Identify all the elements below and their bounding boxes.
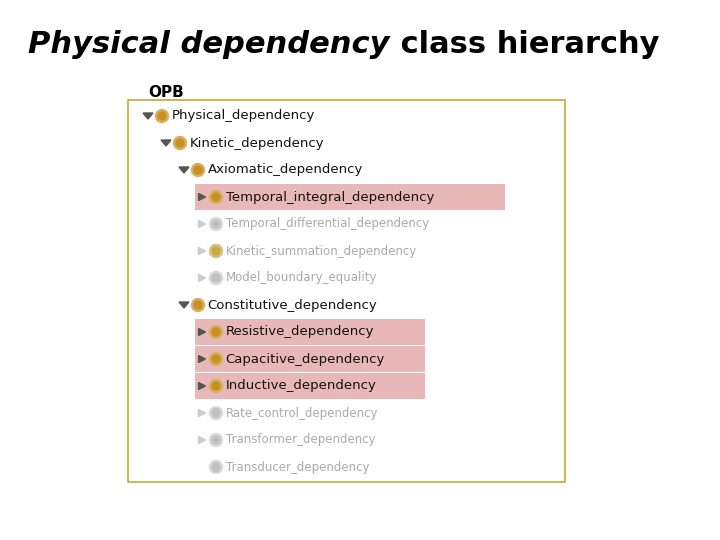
Polygon shape — [199, 274, 205, 281]
Circle shape — [212, 355, 220, 363]
Circle shape — [210, 353, 222, 366]
Circle shape — [212, 274, 220, 282]
Text: Temporal_integral_dependency: Temporal_integral_dependency — [225, 191, 434, 204]
Text: Transformer_dependency: Transformer_dependency — [225, 434, 375, 447]
Text: Kinetic_summation_dependency: Kinetic_summation_dependency — [225, 245, 417, 258]
Text: OPB: OPB — [148, 85, 184, 100]
Bar — [195, 373, 425, 399]
Text: Rate_control_dependency: Rate_control_dependency — [225, 407, 378, 420]
Polygon shape — [179, 302, 189, 308]
Circle shape — [210, 218, 222, 231]
Circle shape — [210, 434, 222, 447]
Text: Inductive_dependency: Inductive_dependency — [225, 380, 377, 393]
Polygon shape — [199, 436, 205, 443]
Circle shape — [212, 193, 220, 201]
Polygon shape — [199, 328, 205, 335]
Circle shape — [192, 164, 204, 177]
Polygon shape — [161, 140, 171, 146]
Polygon shape — [179, 167, 189, 173]
Bar — [128, 100, 565, 482]
Text: Transducer_dependency: Transducer_dependency — [225, 461, 369, 474]
Circle shape — [210, 245, 222, 258]
Bar — [195, 319, 425, 345]
Text: Axiomatic_dependency: Axiomatic_dependency — [207, 164, 363, 177]
Circle shape — [212, 409, 220, 417]
Text: Constitutive_dependency: Constitutive_dependency — [207, 299, 377, 312]
Circle shape — [210, 191, 222, 204]
Circle shape — [212, 328, 220, 336]
Circle shape — [210, 461, 222, 474]
Circle shape — [192, 299, 204, 312]
Circle shape — [194, 301, 202, 309]
Circle shape — [156, 110, 168, 123]
Polygon shape — [199, 247, 205, 254]
Circle shape — [210, 407, 222, 420]
Text: Model_boundary_equality: Model_boundary_equality — [225, 272, 377, 285]
Circle shape — [174, 137, 186, 150]
Circle shape — [210, 326, 222, 339]
Text: Temporal_differential_dependency: Temporal_differential_dependency — [225, 218, 428, 231]
Text: class hierarchy: class hierarchy — [390, 30, 659, 59]
Polygon shape — [199, 355, 205, 362]
Bar — [195, 184, 505, 210]
Polygon shape — [199, 220, 205, 227]
Text: Physical dependency: Physical dependency — [28, 30, 390, 59]
Text: Capacitive_dependency: Capacitive_dependency — [225, 353, 385, 366]
Circle shape — [210, 272, 222, 285]
Text: Resistive_dependency: Resistive_dependency — [225, 326, 374, 339]
Bar — [195, 346, 425, 372]
Polygon shape — [199, 382, 205, 389]
Circle shape — [210, 380, 222, 393]
Circle shape — [194, 166, 202, 174]
Circle shape — [212, 436, 220, 444]
Polygon shape — [199, 409, 205, 416]
Circle shape — [212, 463, 220, 471]
Polygon shape — [199, 193, 205, 200]
Circle shape — [212, 220, 220, 228]
Polygon shape — [143, 113, 153, 119]
Text: Physical_dependency: Physical_dependency — [171, 110, 315, 123]
Circle shape — [176, 139, 184, 147]
Circle shape — [158, 112, 166, 120]
Circle shape — [212, 247, 220, 255]
Text: Kinetic_dependency: Kinetic_dependency — [189, 137, 324, 150]
Circle shape — [212, 382, 220, 390]
